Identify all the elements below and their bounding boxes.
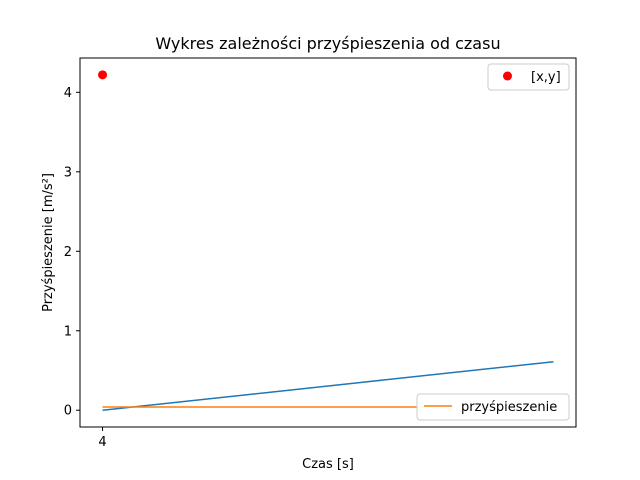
x-axis-label: Czas [s] (302, 457, 354, 472)
series-line-1 (102, 361, 554, 411)
y-tick-label: 0 (64, 404, 72, 419)
chart-title: Wykres zależności przyśpieszenia od czas… (155, 34, 500, 53)
data-point-1 (98, 70, 108, 80)
axes-frame (79, 57, 577, 428)
x-ticks: 4 (98, 427, 107, 450)
legend-label-point: [x,y] (531, 70, 561, 85)
y-tick-label: 2 (64, 245, 72, 260)
legend-marker-point (503, 71, 512, 81)
legend-top-right: [x,y] (487, 63, 570, 91)
y-ticks: 0 1 2 3 4 (64, 86, 80, 419)
y-tick-label: 3 (64, 165, 72, 180)
y-axis-label: Przyśpieszenie [m/s²] (41, 173, 56, 312)
plot-area (98, 70, 554, 411)
legend-label-acceleration: przyśpieszenie (461, 400, 557, 415)
x-tick-label: 4 (98, 435, 106, 450)
y-tick-label: 4 (64, 86, 72, 101)
y-tick-label: 1 (64, 324, 72, 339)
legend-lower-right: przyśpieszenie (416, 393, 570, 421)
